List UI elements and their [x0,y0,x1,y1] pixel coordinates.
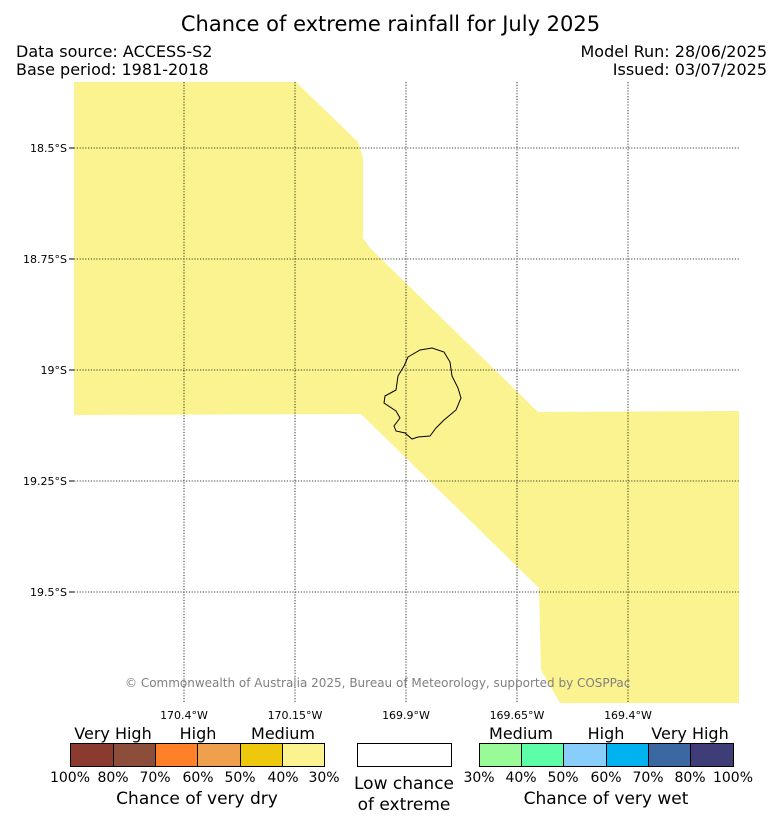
wet-legend-title: Chance of very wet [523,789,689,809]
dry-tick: 70% [139,770,171,786]
lat-label-2: 18.75°S [23,253,67,266]
lon-label-4: 169.65°W [489,709,545,722]
wet-tick: 100% [712,770,754,786]
dry-swatch-3 [155,743,198,767]
dry-cat-medium: Medium [251,724,315,743]
wet-cat-high: High [587,724,625,743]
dry-swatch-2 [113,743,156,767]
wet-swatch-4 [606,743,649,767]
wet-tick: 50% [547,770,579,786]
dry-tick: 60% [182,770,214,786]
lat-ticks [69,147,74,593]
lat-label-1: 18.5°S [30,142,67,155]
dry-legend-title: Chance of very dry [116,789,278,809]
wet-tick: 40% [505,770,537,786]
wet-tick: 70% [632,770,664,786]
dry-swatch-6 [282,743,325,767]
lat-label-4: 19.25°S [23,475,67,488]
lon-label-5: 169.4°W [604,709,652,722]
lon-label-3: 169.9°W [382,709,430,722]
wet-swatch-3 [563,743,607,767]
neutral-swatch [357,743,452,767]
dry-tick: 80% [97,770,129,786]
wet-swatch-5 [648,743,691,767]
dry-swatch-4 [197,743,241,767]
wet-swatch-2 [521,743,564,767]
source-info: Data source: ACCESS-S2 Base period: 1981… [16,43,212,79]
neutral-legend-title: Low chance of extreme [354,774,454,816]
wet-cat-medium: Medium [489,724,553,743]
lat-label-3: 19°S [40,364,67,377]
wet-swatch-6 [690,743,734,767]
run-info: Model Run: 28/06/2025 Issued: 03/07/2025 [581,43,768,79]
lon-label-2: 170.15°W [267,709,323,722]
lat-label-5: 19.5°S [30,586,67,599]
dry-tick: 50% [224,770,256,786]
neutral-title-line1: Low chance [354,774,454,794]
wet-tick: 80% [674,770,706,786]
dry-tick: 100% [49,770,91,786]
issued-date: Issued: 03/07/2025 [612,60,767,79]
base-period: Base period: 1981-2018 [16,60,209,79]
dry-cat-high: High [179,724,217,743]
neutral-title-line2: of extreme [357,795,451,815]
dry-tick: 40% [267,770,299,786]
data-source: Data source: ACCESS-S2 [16,42,213,61]
dry-medium-region [74,82,739,703]
dry-swatch-1 [70,743,114,767]
copyright-notice: © Commonwealth of Australia 2025, Bureau… [125,676,631,690]
wet-tick: 30% [463,770,495,786]
island-outline [383,347,462,440]
dry-tick: 30% [308,770,340,786]
lon-label-1: 170.4°W [160,709,208,722]
wet-swatch-1 [479,743,522,767]
wet-cat-very-high: Very High [651,724,729,743]
model-run: Model Run: 28/06/2025 [580,42,768,61]
dry-swatch-5 [240,743,283,767]
wet-tick: 60% [590,770,622,786]
page-title: Chance of extreme rainfall for July 2025 [180,12,601,36]
dry-cat-very-high: Very High [74,724,152,743]
